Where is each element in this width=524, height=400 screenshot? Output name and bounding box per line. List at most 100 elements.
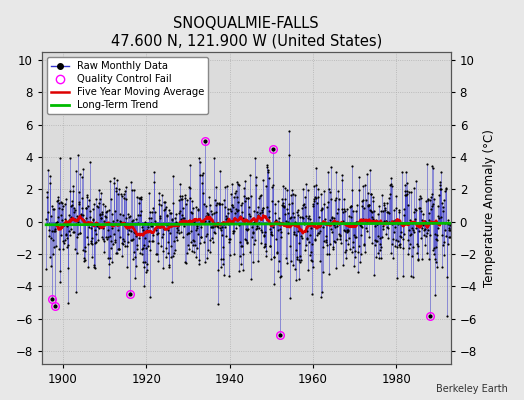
Point [217, 227, 225, 233]
Point [296, 259, 304, 266]
Point [409, 274, 417, 280]
Point [353, 219, 362, 225]
Point [412, 225, 420, 231]
Point [84, 241, 92, 248]
Point [157, 242, 165, 249]
Point [160, 206, 169, 212]
Point [77, 212, 85, 218]
Point [324, 186, 333, 192]
Point [180, 214, 189, 221]
Point [357, 232, 366, 238]
Point [63, 234, 71, 241]
Point [186, 194, 194, 201]
Point [223, 183, 231, 189]
Point [81, 257, 89, 263]
Point [118, 193, 126, 200]
Point [443, 313, 451, 319]
Point [365, 202, 373, 208]
Point [390, 223, 399, 230]
Point [337, 176, 346, 183]
Point [372, 254, 380, 260]
Point [149, 238, 157, 244]
Point [367, 214, 376, 220]
Point [204, 218, 213, 224]
Point [314, 194, 322, 201]
Point [303, 235, 312, 241]
Point [282, 187, 291, 193]
Point [49, 206, 58, 212]
Point [122, 215, 130, 221]
Point [174, 230, 183, 236]
Point [396, 233, 404, 240]
Point [132, 216, 140, 222]
Point [216, 264, 225, 270]
Point [62, 244, 71, 250]
Point [230, 251, 238, 257]
Point [162, 212, 171, 218]
Point [220, 272, 228, 278]
Point [382, 218, 390, 224]
Point [192, 254, 200, 260]
Point [383, 208, 391, 215]
Point [319, 244, 328, 250]
Point [364, 190, 372, 196]
Point [93, 203, 101, 210]
Point [53, 214, 62, 220]
Point [408, 225, 417, 232]
Point [128, 256, 137, 262]
Point [332, 195, 340, 201]
Point [163, 213, 171, 219]
Point [150, 169, 158, 176]
Point [47, 235, 55, 242]
Point [293, 254, 301, 260]
Point [271, 217, 280, 224]
Point [374, 210, 383, 217]
Point [348, 239, 357, 246]
Point [367, 191, 375, 198]
Point [286, 215, 294, 221]
Point [71, 207, 80, 213]
Point [266, 229, 275, 235]
Point [116, 218, 124, 224]
Point [397, 229, 405, 235]
Point [113, 217, 121, 223]
Point [330, 238, 338, 245]
Point [276, 273, 285, 280]
Point [230, 228, 238, 234]
Point [363, 171, 372, 178]
Point [314, 186, 322, 192]
Y-axis label: Temperature Anomaly (°C): Temperature Anomaly (°C) [483, 129, 496, 287]
Point [80, 255, 88, 261]
Point [387, 180, 395, 187]
Point [183, 231, 191, 238]
Point [334, 196, 343, 202]
Point [429, 165, 437, 172]
Point [211, 196, 219, 203]
Point [284, 210, 292, 216]
Point [225, 272, 233, 279]
Point [307, 256, 315, 263]
Point [137, 194, 145, 200]
Point [83, 192, 92, 198]
Point [260, 232, 268, 239]
Point [289, 190, 297, 197]
Point [293, 228, 302, 234]
Point [196, 172, 204, 179]
Point [161, 220, 169, 227]
Point [274, 268, 282, 274]
Point [96, 196, 104, 202]
Point [218, 231, 226, 238]
Point [167, 243, 175, 250]
Point [140, 283, 148, 290]
Point [129, 187, 138, 194]
Point [439, 204, 447, 210]
Title: SNOQUALMIE-FALLS
47.600 N, 121.900 W (United States): SNOQUALMIE-FALLS 47.600 N, 121.900 W (Un… [111, 16, 382, 48]
Point [65, 212, 73, 218]
Point [309, 264, 317, 271]
Point [328, 229, 336, 236]
Point [367, 208, 376, 214]
Point [150, 218, 159, 224]
Point [114, 191, 123, 198]
Point [173, 228, 181, 235]
Point [209, 239, 217, 245]
